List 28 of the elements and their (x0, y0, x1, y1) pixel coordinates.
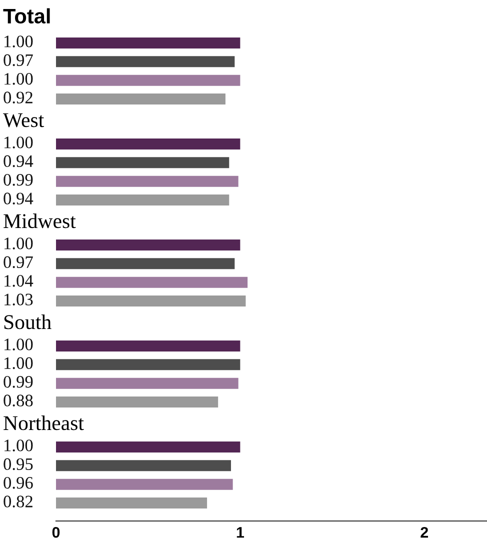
data-label: 0.92 (4, 92, 32, 104)
data-label: 0.96 (4, 476, 33, 489)
data-label: 0.97 (4, 256, 33, 268)
data-label: 0.95 (4, 458, 33, 470)
data-label: 0.94 (4, 192, 34, 204)
data-label: 1.00 (4, 440, 33, 452)
data-label: 1.00 (4, 338, 33, 350)
data-label: 1.00 (4, 238, 33, 250)
y-tick-label: Total (3, 8, 50, 24)
data-label: 1.00 (4, 357, 33, 370)
data-label: 0.97 (4, 54, 33, 66)
y-tick-label: West (3, 113, 44, 128)
y-tick-label: Northeast (4, 416, 84, 430)
data-label: 0.88 (4, 394, 33, 406)
y-tick-label: Midwest (4, 214, 76, 228)
x-tick-label: 0 (52, 526, 60, 538)
data-label: 0.94 (4, 155, 34, 168)
data-label: 0.82 (4, 496, 32, 508)
data-label: 1.03 (4, 294, 33, 306)
data-label: 1.00 (4, 72, 33, 85)
data-label: 0.99 (4, 174, 33, 186)
data-label: 0.99 (4, 376, 33, 388)
y-tick-label: South (4, 314, 52, 330)
x-tick-label: 1 (236, 527, 244, 538)
data-label: 1.00 (4, 136, 33, 148)
x-tick-label: 2 (420, 526, 428, 538)
data-label: 1.04 (4, 274, 34, 287)
data-label: 1.00 (4, 36, 33, 48)
